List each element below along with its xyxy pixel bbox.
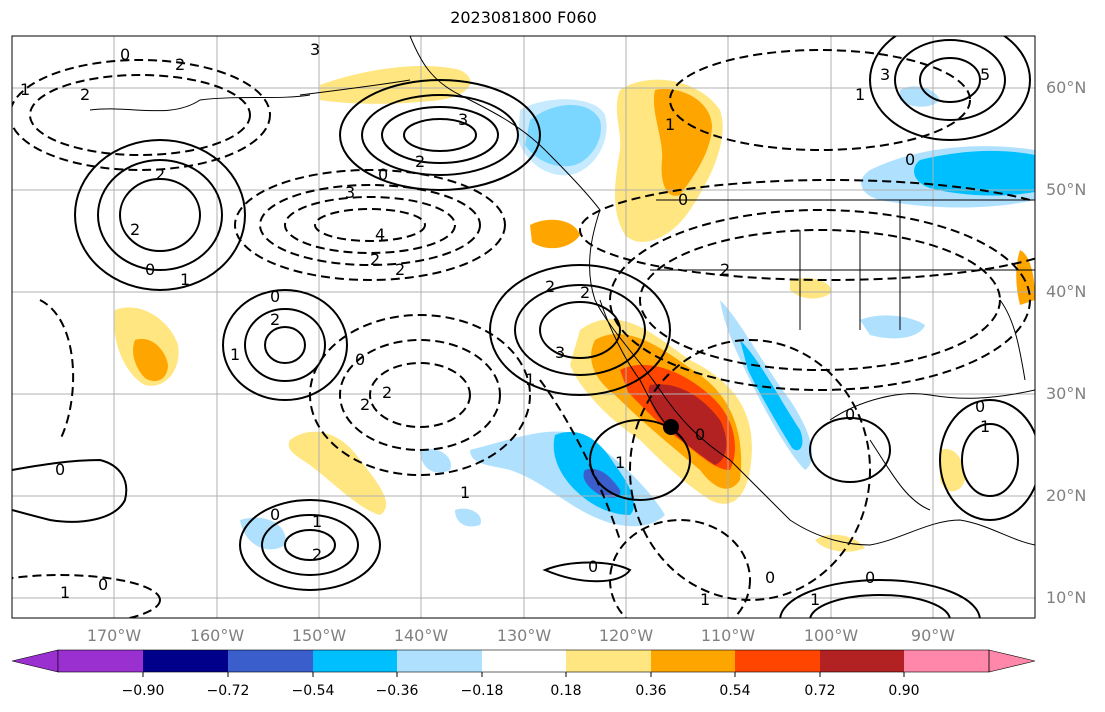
svg-text:3: 3 bbox=[555, 343, 565, 362]
lon-label-170w: 170°W bbox=[86, 626, 142, 645]
colorbar-tick-label: −0.36 bbox=[375, 683, 419, 699]
contour-labels: 3 2 0 3 4 2 2 2 1 2 0 2 2 0 1 0 2 1 2 2 … bbox=[20, 40, 990, 609]
svg-text:0: 0 bbox=[378, 165, 388, 184]
lat-label-10n: 10°N bbox=[1046, 588, 1087, 607]
svg-text:2: 2 bbox=[175, 55, 185, 74]
svg-text:3: 3 bbox=[310, 40, 320, 59]
lon-label-140w: 140°W bbox=[393, 626, 449, 645]
colorbar-tick-label: 0.72 bbox=[804, 683, 836, 699]
svg-text:2: 2 bbox=[545, 277, 555, 296]
storm-center-marker bbox=[663, 419, 679, 435]
svg-text:2: 2 bbox=[580, 283, 590, 302]
svg-text:4: 4 bbox=[375, 225, 385, 244]
svg-text:1: 1 bbox=[20, 80, 30, 99]
svg-text:0: 0 bbox=[975, 397, 985, 416]
svg-text:3: 3 bbox=[345, 183, 355, 202]
svg-text:1: 1 bbox=[460, 483, 470, 502]
colorbar-tick-label: −0.54 bbox=[291, 683, 335, 699]
svg-text:0: 0 bbox=[355, 350, 365, 369]
colorbar-extend-high bbox=[988, 649, 1036, 673]
svg-text:5: 5 bbox=[980, 65, 990, 84]
svg-text:0: 0 bbox=[695, 425, 705, 444]
lat-label-20n: 20°N bbox=[1046, 486, 1087, 505]
svg-text:0: 0 bbox=[765, 568, 775, 587]
lat-label-30n: 30°N bbox=[1046, 384, 1087, 403]
negative-contours bbox=[12, 49, 1035, 618]
svg-text:1: 1 bbox=[980, 417, 990, 436]
svg-text:2: 2 bbox=[270, 310, 280, 329]
svg-text:1: 1 bbox=[700, 590, 710, 609]
colorbar bbox=[11, 649, 1036, 677]
svg-text:0: 0 bbox=[270, 505, 280, 524]
positive-contours bbox=[12, 36, 1035, 618]
svg-text:0: 0 bbox=[588, 557, 598, 576]
lon-label-150w: 150°W bbox=[291, 626, 347, 645]
negative-region-darkblue bbox=[583, 468, 621, 498]
svg-text:2: 2 bbox=[312, 545, 322, 564]
svg-text:1: 1 bbox=[855, 85, 865, 104]
svg-text:1: 1 bbox=[615, 453, 625, 472]
lon-label-110w: 110°W bbox=[700, 626, 756, 645]
svg-text:1: 1 bbox=[810, 590, 820, 609]
lon-label-90w: 90°W bbox=[910, 626, 956, 645]
svg-text:1: 1 bbox=[60, 583, 70, 602]
colorbar-extend-low bbox=[11, 649, 59, 673]
lon-label-120w: 120°W bbox=[598, 626, 654, 645]
svg-text:3: 3 bbox=[880, 65, 890, 84]
map-title: 2023081800 F060 bbox=[450, 8, 597, 27]
svg-text:2: 2 bbox=[415, 152, 425, 171]
lat-label-60n: 60°N bbox=[1046, 78, 1087, 97]
lon-label-100w: 100°W bbox=[803, 626, 859, 645]
svg-text:0: 0 bbox=[865, 568, 875, 587]
lon-label-130w: 130°W bbox=[496, 626, 552, 645]
lat-label-50n: 50°N bbox=[1046, 180, 1087, 199]
svg-text:1: 1 bbox=[525, 370, 535, 389]
svg-text:0: 0 bbox=[120, 45, 130, 64]
colorbar-tick-label: −0.72 bbox=[206, 683, 250, 699]
svg-text:0: 0 bbox=[270, 287, 280, 306]
svg-text:0: 0 bbox=[845, 405, 855, 424]
colorbar-tick-label: −0.18 bbox=[460, 683, 504, 699]
svg-text:3: 3 bbox=[458, 110, 468, 129]
colorbar-tick-label: −0.90 bbox=[121, 683, 165, 699]
svg-text:0: 0 bbox=[145, 260, 155, 279]
svg-text:1: 1 bbox=[665, 115, 675, 134]
colorbar-tick-label: 0.36 bbox=[635, 683, 667, 699]
colorbar-tick-label: 0.54 bbox=[719, 683, 751, 699]
svg-text:0: 0 bbox=[98, 575, 108, 594]
svg-text:2: 2 bbox=[395, 260, 405, 279]
svg-text:0: 0 bbox=[678, 190, 688, 209]
colorbar-tick-label: 0.90 bbox=[888, 683, 920, 699]
svg-text:1: 1 bbox=[312, 512, 322, 531]
svg-text:2: 2 bbox=[155, 165, 165, 184]
map-gridlines bbox=[12, 36, 1035, 618]
svg-text:2: 2 bbox=[80, 85, 90, 104]
svg-text:1: 1 bbox=[180, 270, 190, 289]
svg-text:2: 2 bbox=[720, 260, 730, 279]
svg-text:2: 2 bbox=[370, 250, 380, 269]
svg-text:0: 0 bbox=[55, 460, 65, 479]
colorbar-tick-label: 0.18 bbox=[550, 683, 582, 699]
map-frame bbox=[11, 35, 1036, 619]
svg-text:2: 2 bbox=[382, 383, 392, 402]
svg-text:1: 1 bbox=[230, 345, 240, 364]
svg-text:0: 0 bbox=[905, 150, 915, 169]
lon-label-160w: 160°W bbox=[189, 626, 245, 645]
svg-text:2: 2 bbox=[130, 220, 140, 239]
lat-label-40n: 40°N bbox=[1046, 282, 1087, 301]
coastlines bbox=[89, 36, 1035, 546]
svg-text:2: 2 bbox=[360, 395, 370, 414]
